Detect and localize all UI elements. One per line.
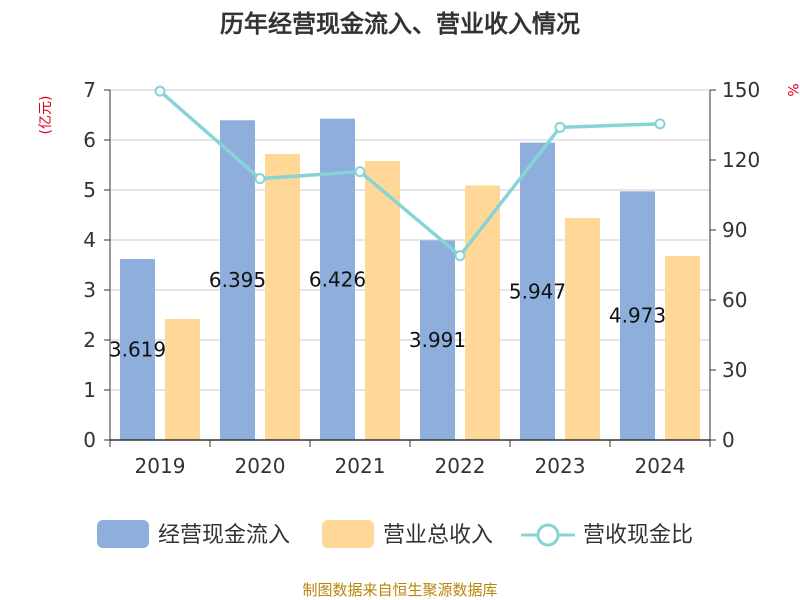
- data-label-2023: 5.947: [509, 279, 566, 303]
- legend-label-revenue: 营业总收入: [383, 523, 493, 548]
- data-label-2022: 3.991: [409, 328, 466, 352]
- data-label-2020: 6.395: [209, 268, 266, 292]
- x-tick-label: 2024: [635, 454, 686, 478]
- ratio-point-2020: [254, 173, 266, 185]
- right-tick-label: 150: [722, 78, 760, 102]
- bar-cash-inflow-2023: [520, 142, 555, 440]
- line-series: [154, 85, 666, 262]
- left-tick-label: 2: [83, 328, 96, 352]
- ratio-point-2024: [654, 118, 666, 130]
- data-label-2024: 4.973: [609, 304, 666, 328]
- x-tick-label: 2021: [335, 454, 386, 478]
- right-tick-label: 0: [722, 428, 735, 452]
- left-tick-label: 0: [83, 428, 96, 452]
- legend-label-cash-inflow: 经营现金流入: [158, 523, 290, 548]
- tick-labels: 0 1 2 3 4 5 6 7 0 30 60 90 120 150 2019 2020 2021 2022 202…: [83, 78, 760, 478]
- x-tick-label: 2023: [535, 454, 586, 478]
- x-tick-label: 2020: [235, 454, 286, 478]
- legend-swatch-revenue: [322, 520, 374, 548]
- legend-marker-ratio: [536, 523, 560, 547]
- data-label-2019: 3.619: [109, 338, 166, 362]
- bar-cash-inflow-2022: [420, 240, 455, 440]
- data-labels: 3.619 6.395 6.426 3.991 5.947 4.973: [109, 267, 666, 361]
- bar-revenue-2023: [565, 218, 600, 440]
- left-tick-label: 6: [83, 128, 96, 152]
- axes: [104, 89, 716, 447]
- right-tick-label: 90: [722, 218, 747, 242]
- data-source: 制图数据来自恒生聚源数据库: [302, 581, 497, 599]
- legend-swatch-cash-inflow: [97, 520, 149, 548]
- right-tick-label: 120: [722, 148, 760, 172]
- left-tick-label: 5: [83, 178, 96, 202]
- data-label-2021: 6.426: [309, 267, 366, 291]
- right-axis-unit: %: [784, 83, 800, 96]
- x-tick-label: 2019: [135, 454, 186, 478]
- bar-revenue-2022: [465, 185, 500, 440]
- right-tick-label: 60: [722, 288, 747, 312]
- grid-lines: [110, 89, 710, 391]
- bar-revenue-2021: [365, 161, 400, 440]
- ratio-point-2023: [554, 121, 566, 133]
- bar-series: [120, 118, 700, 440]
- legend-label-ratio: 营收现金比: [583, 523, 693, 548]
- left-tick-label: 4: [83, 228, 96, 252]
- bar-revenue-2019: [165, 319, 200, 440]
- left-tick-label: 7: [83, 78, 96, 102]
- left-axis-unit: (亿元): [38, 96, 54, 135]
- right-tick-label: 30: [722, 358, 747, 382]
- ratio-line: [158, 89, 661, 259]
- ratio-point-2022: [454, 250, 466, 262]
- chart-title: 历年经营现金流入、营业收入情况: [220, 10, 580, 38]
- bar-cash-inflow-2024: [620, 191, 655, 440]
- ratio-point-2019: [154, 85, 166, 97]
- bar-revenue-2024: [665, 256, 700, 440]
- legend: 经营现金流入 营业总收入 营收现金比: [97, 520, 693, 548]
- x-tick-label: 2022: [435, 454, 486, 478]
- left-tick-label: 3: [83, 278, 96, 302]
- left-tick-label: 1: [83, 378, 96, 402]
- ratio-point-2021: [354, 166, 366, 178]
- bar-revenue-2020: [265, 154, 300, 440]
- bar-cash-inflow-2019: [120, 259, 155, 440]
- bar-cash-inflow-2020: [220, 120, 255, 440]
